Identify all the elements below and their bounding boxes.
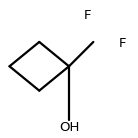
Text: F: F: [118, 38, 126, 51]
Text: F: F: [84, 9, 92, 22]
Text: OH: OH: [59, 121, 79, 134]
